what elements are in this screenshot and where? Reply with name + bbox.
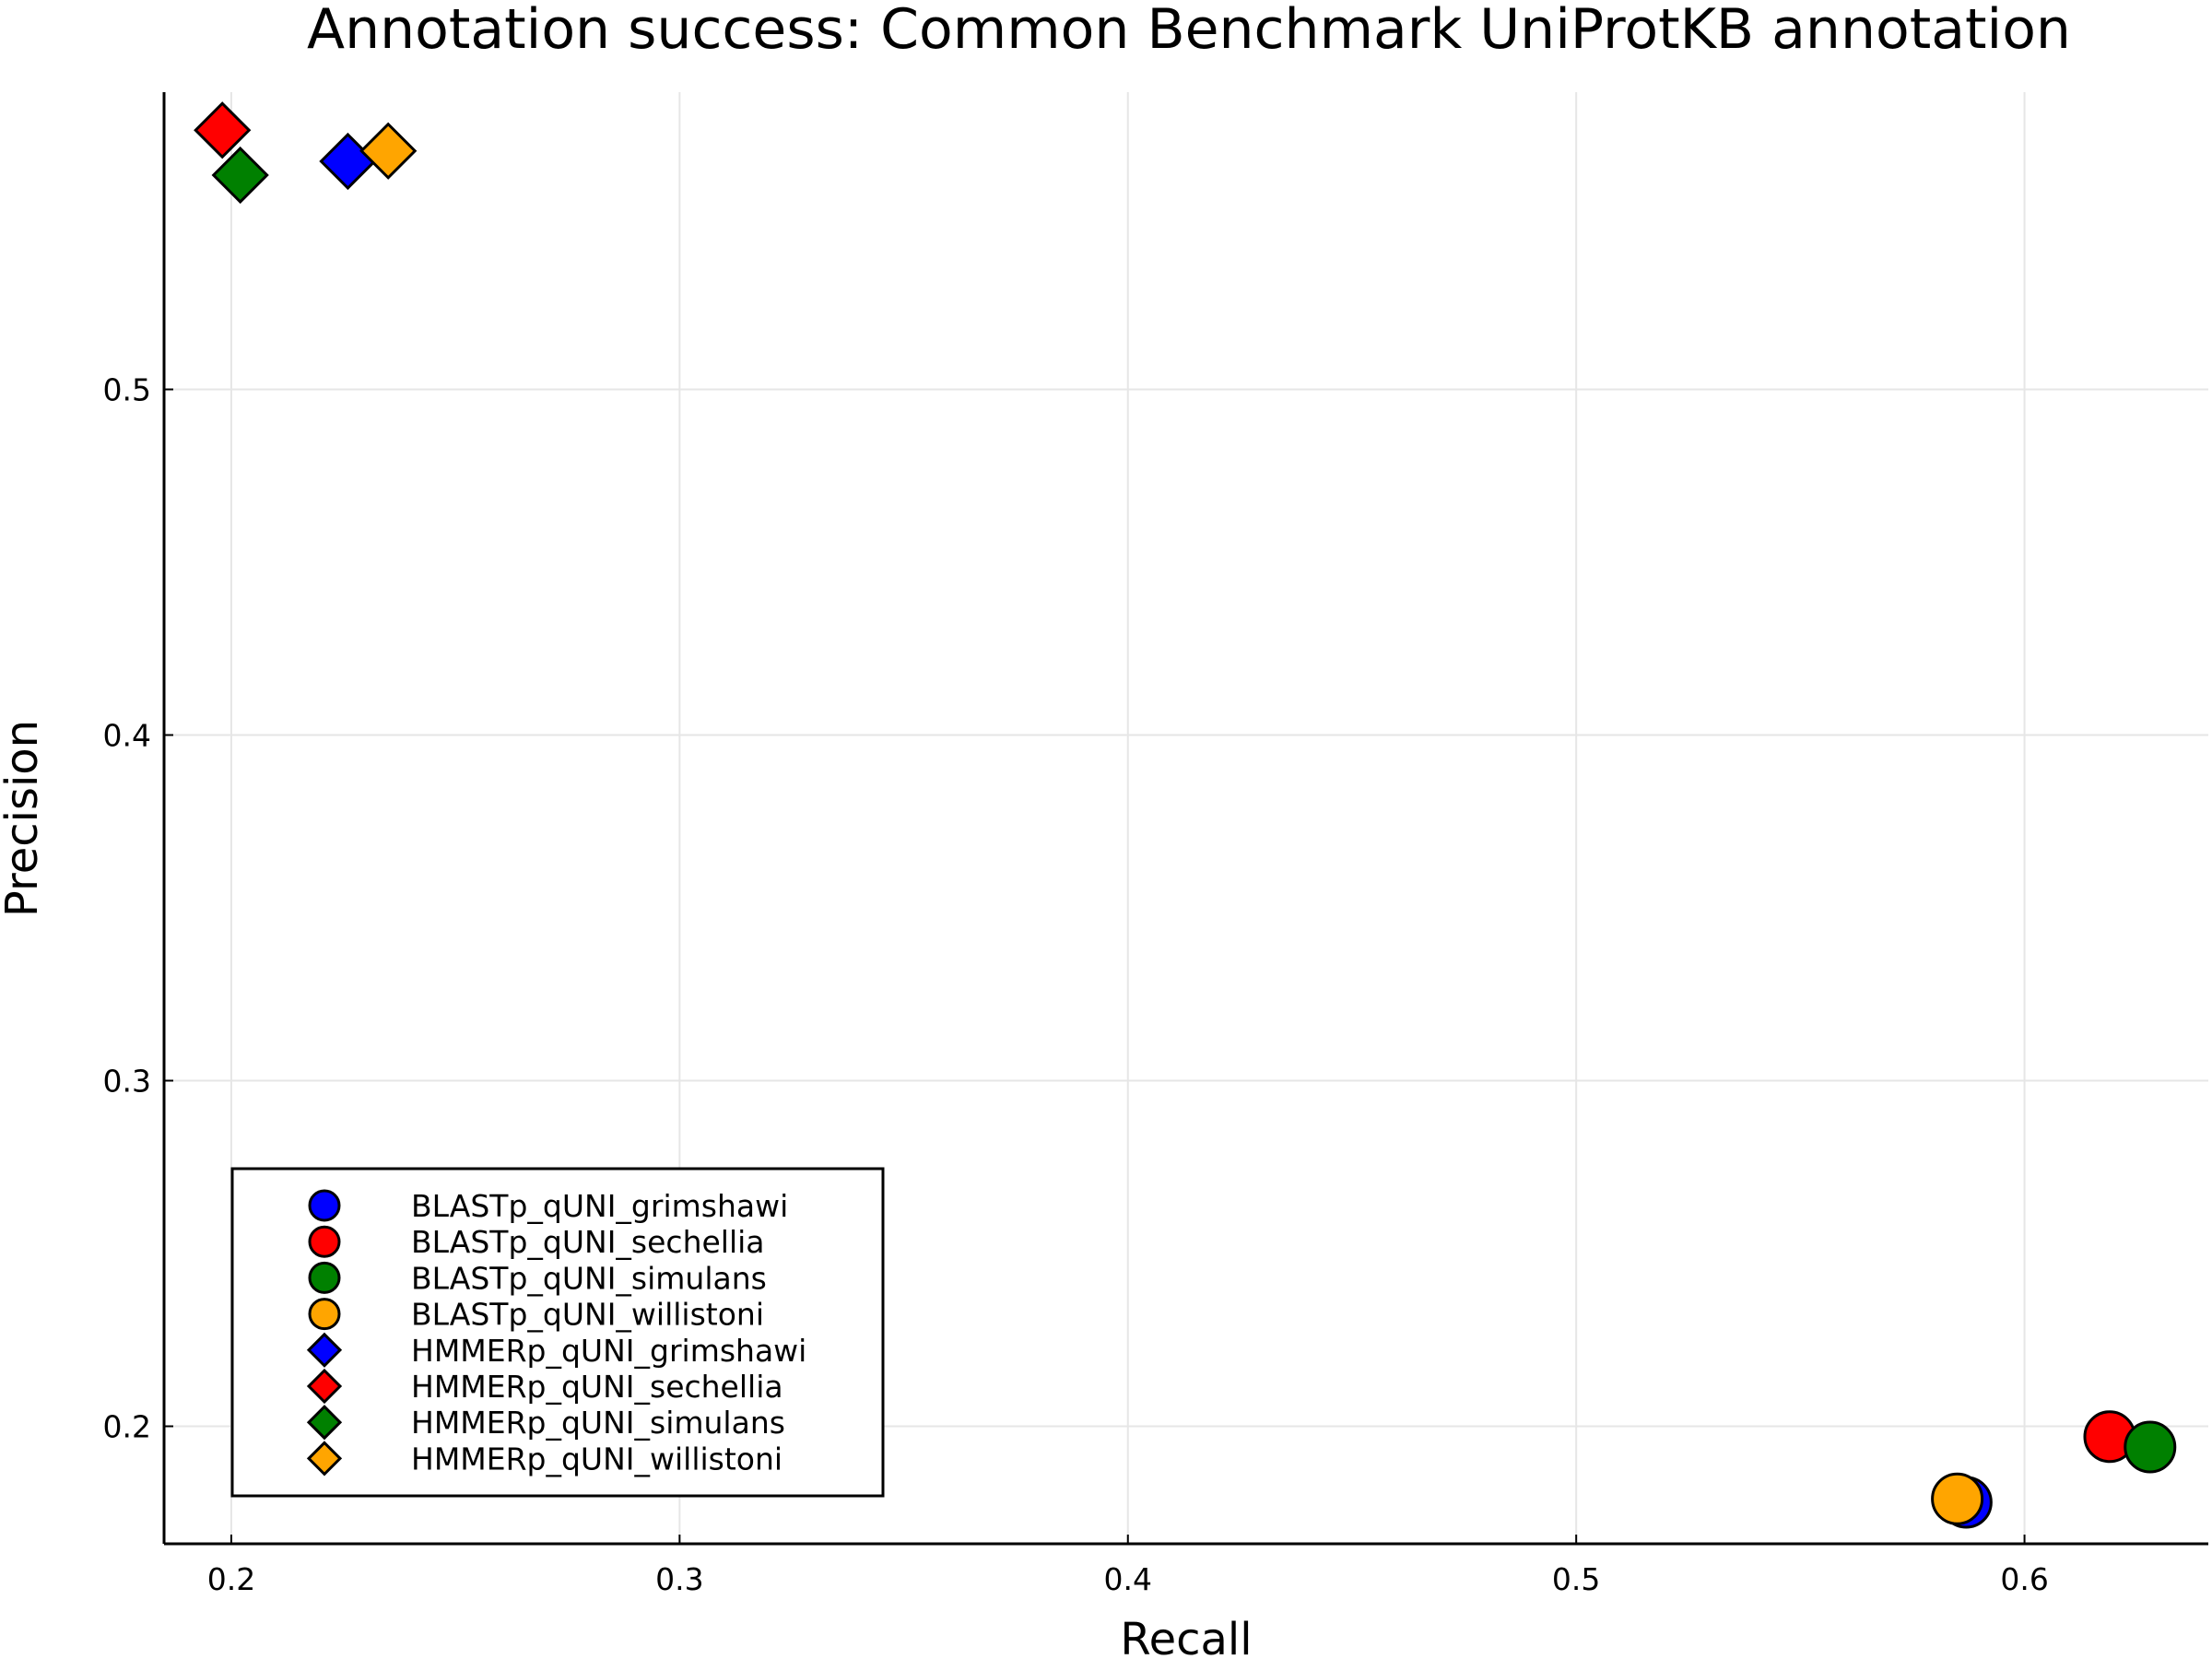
x-tick-label: 0.6 [2000,1561,2048,1597]
legend-label: HMMERp_qUNI_grimshawi [411,1333,806,1369]
legend: BLASTp_qUNI_grimshawiBLASTp_qUNI_sechell… [230,1167,885,1498]
legend-entries: BLASTp_qUNI_grimshawiBLASTp_qUNI_sechell… [306,1188,806,1477]
legend-label: HMMERp_qUNI_simulans [411,1405,785,1441]
circle-point-blastp-quni-willistoni [1931,1472,1984,1525]
tick-labels: 0.2 0.3 0.4 0.5 0.6 0.2 0.3 0.4 0.5 [103,372,2049,1598]
diamond-point-hmmerp-quni-grimshawi [319,132,377,191]
chart-title: Annotation success: Common Benchmark Uni… [307,0,2071,62]
legend-marker [308,1261,341,1294]
data-points [194,101,2177,1529]
legend-entry: BLASTp_qUNI_grimshawi [308,1188,788,1224]
legend-entry: HMMERp_qUNI_sechellia [306,1368,783,1405]
legend-marker [306,1441,343,1477]
legend-label: BLASTp_qUNI_grimshawi [411,1188,788,1224]
x-axis-label: Recall [1120,1614,1252,1659]
y-tick-label: 0.4 [103,718,151,754]
legend-label: BLASTp_qUNI_simulans [411,1260,767,1296]
x-tick-label: 0.5 [1552,1561,1600,1597]
x-tick-label: 0.4 [1104,1561,1152,1597]
y-tick-label: 0.5 [103,372,151,408]
y-axis-label: Precision [0,720,48,917]
legend-entry: HMMERp_qUNI_willistoni [306,1441,782,1477]
diamond-point-hmmerp-quni-sechellia [194,101,252,159]
legend-marker [306,1332,343,1368]
legend-entry: BLASTp_qUNI_willistoni [308,1297,764,1333]
legend-entry: HMMERp_qUNI_grimshawi [306,1332,806,1369]
x-tick-label: 0.3 [655,1561,703,1597]
legend-marker [306,1368,343,1405]
legend-entry: BLASTp_qUNI_sechellia [308,1224,765,1260]
legend-marker [308,1225,341,1258]
legend-marker [306,1405,343,1441]
legend-marker [308,1189,341,1222]
legend-entry: BLASTp_qUNI_simulans [308,1260,767,1296]
legend-label: HMMERp_qUNI_sechellia [411,1369,783,1405]
legend-label: HMMERp_qUNI_willistoni [411,1441,782,1477]
legend-entry: HMMERp_qUNI_simulans [306,1405,785,1441]
circle-point-blastp-quni-simulans [2124,1420,2177,1474]
legend-label: BLASTp_qUNI_willistoni [411,1297,764,1333]
y-tick-label: 0.3 [103,1064,151,1100]
diamond-point-hmmerp-quni-willistoni [359,122,418,180]
legend-label: BLASTp_qUNI_sechellia [411,1224,765,1260]
x-tick-label: 0.2 [207,1561,255,1597]
y-tick-label: 0.2 [103,1409,151,1445]
legend-box [230,1167,885,1498]
legend-marker [308,1298,341,1331]
diamond-point-hmmerp-quni-simulans [211,146,269,205]
axes [162,92,2208,1546]
